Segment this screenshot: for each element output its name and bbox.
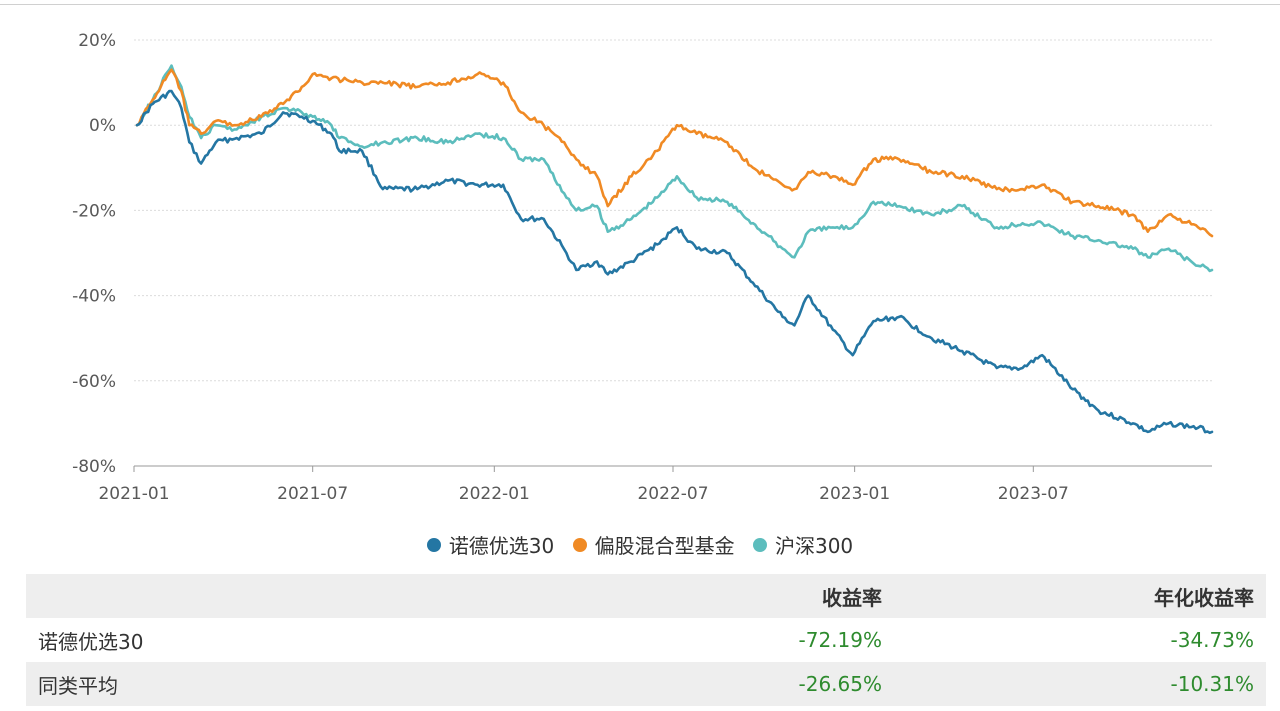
x-tick-label: 2022-01 [459, 484, 530, 504]
row-return: -26.65% [650, 662, 894, 706]
row-name: 诺德优选30 [38, 629, 144, 654]
legend-marker-icon [752, 537, 767, 552]
performance-line-chart: 20% 0% -20% -40% -60% -80% 2021-01 2021-07 2022-… [72, 31, 1214, 504]
axis-layer: 20% 0% -20% -40% -60% -80% 2021-01 2021-07 2022-… [72, 31, 1212, 504]
x-tick-label: 2023-07 [998, 484, 1069, 504]
returns-table: 收益率 年化收益率 诺德优选30 -72.19% -34.73% 同类平均 -2… [26, 574, 1266, 706]
table-row: 诺德优选30 -72.19% -34.73% [26, 618, 1266, 662]
row-annualized: -10.31% [894, 662, 1266, 706]
table-header-row: 收益率 年化收益率 [26, 574, 1266, 618]
y-tick-label: -40% [72, 287, 116, 307]
y-tick-label: -60% [72, 372, 116, 392]
legend-item-mixed-fund[interactable]: 偏股混合型基金 [572, 530, 735, 559]
series-layer [135, 64, 1214, 435]
legend-item-nord[interactable]: 诺德优选30 [426, 530, 555, 559]
legend-item-csi300[interactable]: 沪深300 [752, 530, 854, 559]
row-annualized: -34.73% [1170, 628, 1254, 652]
legend-marker-icon [572, 537, 587, 552]
series-line [135, 89, 1214, 435]
row-return: -72.19% [798, 628, 882, 652]
header-name [26, 574, 650, 618]
top-divider [0, 4, 1280, 5]
legend-label: 偏股混合型基金 [594, 534, 735, 558]
y-tick-label: -20% [72, 201, 116, 221]
legend-label: 诺德优选30 [448, 534, 555, 558]
x-tick-label: 2021-01 [98, 484, 169, 504]
series-line [135, 64, 1214, 273]
y-tick-label: 20% [78, 31, 116, 51]
chart-legend: 诺德优选30 偏股混合型基金 沪深300 [0, 530, 1280, 559]
y-tick-label: -80% [72, 457, 116, 477]
header-annualized: 年化收益率 [894, 574, 1266, 618]
legend-marker-icon [426, 537, 441, 552]
row-name: 同类平均 [26, 662, 650, 706]
header-return: 收益率 [650, 574, 894, 618]
legend-label: 沪深300 [774, 534, 854, 558]
x-tick-label: 2022-07 [637, 484, 708, 504]
y-tick-label: 0% [89, 116, 116, 136]
table-row: 同类平均 -26.65% -10.31% [26, 662, 1266, 706]
x-tick-label: 2023-01 [819, 484, 890, 504]
series-line [135, 68, 1214, 238]
x-tick-label: 2021-07 [277, 484, 348, 504]
